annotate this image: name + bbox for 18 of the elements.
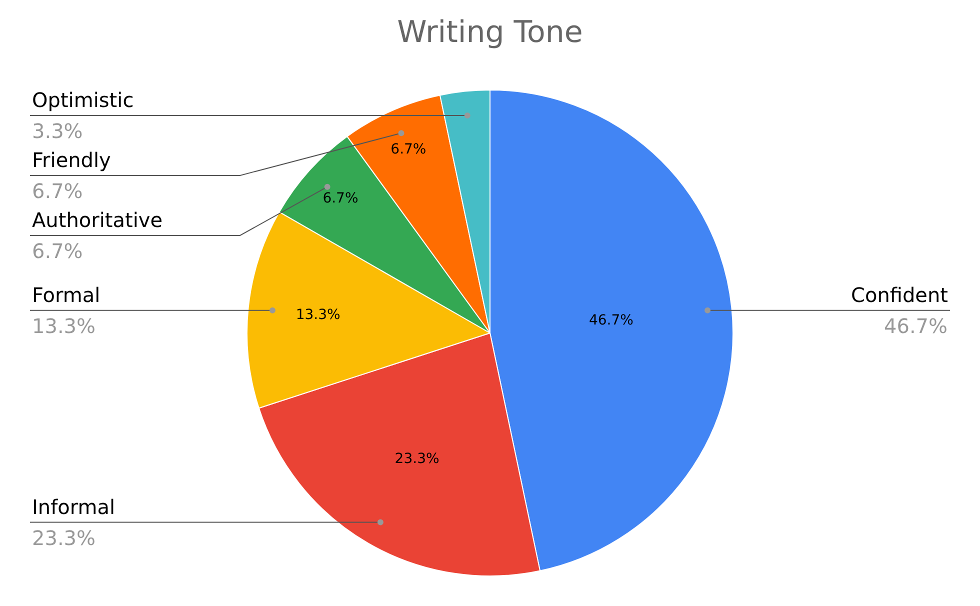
data-label: 13.3% — [296, 307, 340, 324]
text: 46.7% — [884, 314, 948, 338]
slice-label: Authoritative — [32, 208, 163, 232]
data-label: 6.7% — [390, 141, 426, 158]
slice-label: Confident — [851, 283, 948, 307]
text: 6.7% — [32, 179, 83, 203]
slice-label: Informal — [32, 495, 116, 519]
slice-label: Formal — [32, 283, 100, 307]
slice-label: Optimistic — [32, 88, 134, 112]
data-label: 46.7% — [588, 312, 634, 328]
data-label: 6.7% — [322, 190, 358, 207]
data-label: 23.3% — [394, 451, 440, 468]
slice-label: Friendly — [32, 148, 112, 172]
text: 13.3% — [32, 314, 96, 338]
data-label: 3.3% — [32, 119, 83, 143]
text: 6.7% — [32, 239, 83, 263]
chart-title: Writing Tone — [397, 15, 583, 50]
text: 23.3% — [32, 526, 96, 550]
